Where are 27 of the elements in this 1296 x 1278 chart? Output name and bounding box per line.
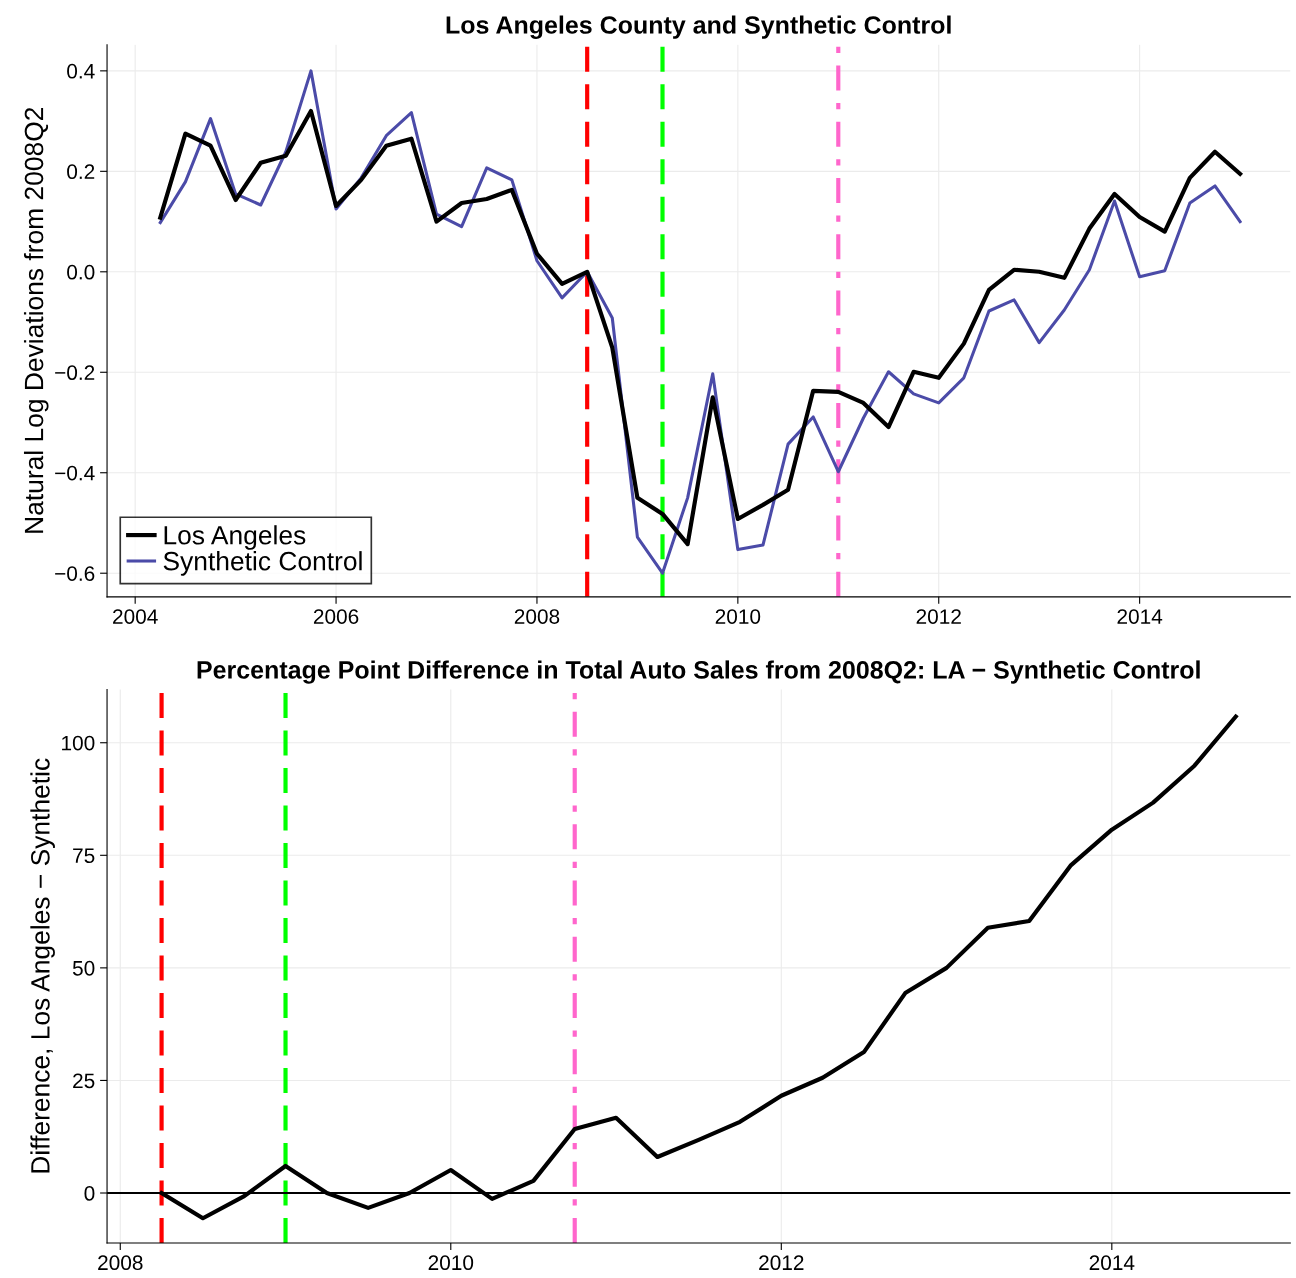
y-tick-label: −0.4 xyxy=(55,465,95,481)
chart-title: Los Angeles County and Synthetic Control xyxy=(446,15,951,39)
x-tick-label: 2006 xyxy=(313,609,359,624)
y-tick-label: −0.6 xyxy=(55,566,95,581)
x-tick-label: 2004 xyxy=(113,609,158,624)
y-tick-label: 50 xyxy=(72,960,95,976)
x-tick-label: 2012 xyxy=(916,609,961,624)
legend-label: Synthetic Control xyxy=(163,551,362,576)
x-tick-label: 2012 xyxy=(759,1255,804,1271)
x-tick-label: 2008 xyxy=(514,609,560,624)
legend-label: Los Angeles xyxy=(164,525,306,550)
y-tick-label: 0.0 xyxy=(67,264,95,280)
x-tick-label: 2014 xyxy=(1089,1255,1135,1271)
y-tick-label: 0 xyxy=(84,1186,95,1201)
y-axis-title: Natural Log Deviations from 2008Q2 xyxy=(23,107,49,533)
y-axis-title: Difference, Los Angeles − Synthetic xyxy=(30,758,55,1173)
x-tick-label: 2010 xyxy=(428,1255,474,1271)
y-tick-label: 75 xyxy=(73,848,95,864)
y-tick-label: 0.4 xyxy=(67,63,95,79)
y-tick-label: −0.2 xyxy=(55,365,95,381)
x-tick-label: 2010 xyxy=(715,609,761,624)
chart-title: Percentage Point Difference in Total Auto Sales from 2008Q2: LA − Synthetic Control xyxy=(197,660,1200,684)
x-tick-label: 2008 xyxy=(98,1255,143,1271)
x-tick-label: 2014 xyxy=(1117,609,1163,624)
y-tick-label: 0.2 xyxy=(67,164,95,180)
y-tick-label: 100 xyxy=(62,735,95,751)
y-tick-label: 25 xyxy=(73,1073,95,1089)
